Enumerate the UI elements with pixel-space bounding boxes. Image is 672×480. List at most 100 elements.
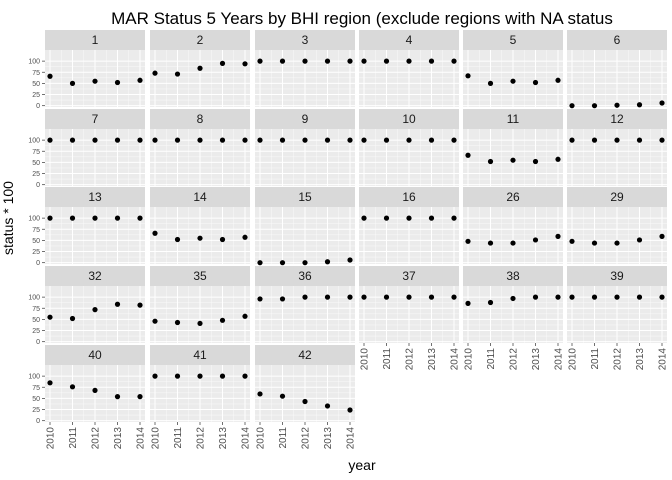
data-point <box>47 215 53 221</box>
data-point <box>197 235 203 241</box>
y-tick-label: 0 <box>36 339 40 346</box>
data-point <box>428 294 435 300</box>
data-point <box>257 260 263 266</box>
y-tick-label: 50 <box>32 317 40 324</box>
data-point <box>347 294 353 300</box>
facet-panel: 39 2010 2011 2012 2013 2014 <box>567 266 669 370</box>
facet-panel: 13 0 25 50 75 100 <box>28 187 145 267</box>
facet-label: 3 <box>302 33 309 47</box>
data-point <box>361 294 367 300</box>
data-point <box>197 320 203 327</box>
y-tick-label: 75 <box>32 70 40 77</box>
facet-panel: 42 2010 2011 2012 2013 2014 <box>255 345 357 449</box>
data-point <box>69 215 76 221</box>
y-tick-label: 25 <box>32 92 40 99</box>
facet-strip <box>463 109 563 129</box>
facet-strip <box>359 266 459 286</box>
x-axis-title: year <box>348 457 376 473</box>
x-tick-label: 2010 <box>46 427 57 450</box>
facet-label: 29 <box>610 190 624 204</box>
facet-panel: 10 <box>359 109 459 186</box>
facet-strip <box>567 109 667 129</box>
data-point <box>383 294 390 300</box>
facet-strip <box>45 187 145 207</box>
x-tick-label: 2012 <box>301 427 312 450</box>
data-point <box>219 60 226 66</box>
data-point <box>257 137 263 143</box>
y-tick-label: 0 <box>36 418 40 425</box>
data-point <box>219 137 226 143</box>
facet-label: 36 <box>298 269 312 283</box>
data-point <box>92 215 98 221</box>
facet-label: 42 <box>298 348 312 362</box>
x-tick-label: 2014 <box>136 427 147 450</box>
facet-strip <box>567 266 667 286</box>
data-point <box>69 80 76 86</box>
data-point <box>636 102 643 108</box>
data-point <box>174 71 181 77</box>
data-point <box>324 294 331 300</box>
data-point <box>302 260 308 266</box>
facet-strip <box>45 345 145 365</box>
data-point <box>569 238 575 244</box>
x-tick-label: 2012 <box>91 427 102 450</box>
y-tick-label: 100 <box>28 216 40 223</box>
facet-label: 12 <box>610 112 624 126</box>
data-point <box>114 301 121 307</box>
data-point <box>510 78 516 84</box>
data-point <box>242 373 248 379</box>
facet-panel: 7 0 25 50 75 100 <box>28 109 145 189</box>
data-point <box>114 215 121 221</box>
y-tick-label: 75 <box>32 306 40 313</box>
x-tick-label: 2011 <box>173 427 184 449</box>
data-point <box>636 237 643 243</box>
x-tick-label: 2014 <box>450 348 461 371</box>
data-point <box>614 294 620 300</box>
facet-panel: 36 <box>255 266 355 343</box>
data-point <box>257 296 263 302</box>
facet-strip <box>255 30 355 50</box>
x-tick-label: 2010 <box>151 427 162 450</box>
data-point <box>174 236 181 243</box>
facet-panel: 5 <box>463 30 563 107</box>
facet-label: 16 <box>402 190 416 204</box>
data-point <box>242 61 248 67</box>
facet-panel: 15 <box>255 187 355 266</box>
x-tick-label: 2011 <box>486 348 497 370</box>
data-point <box>406 215 412 221</box>
data-point <box>279 137 286 143</box>
x-tick-label: 2010 <box>568 348 579 371</box>
facet-label: 38 <box>506 269 520 283</box>
x-tick-label: 2010 <box>464 348 475 371</box>
data-point <box>114 394 121 400</box>
facet-label: 11 <box>507 112 520 126</box>
y-tick-label: 100 <box>28 138 40 145</box>
data-point <box>555 156 561 162</box>
facet-strip <box>567 30 667 50</box>
facet-label: 41 <box>193 348 207 362</box>
facet-label: 10 <box>402 112 416 126</box>
data-point <box>659 100 665 106</box>
facet-strip <box>45 30 145 50</box>
facet-label: 15 <box>298 190 312 204</box>
data-point <box>406 294 412 300</box>
x-tick-label: 2011 <box>278 427 289 449</box>
y-axis-title: status * 100 <box>0 181 16 255</box>
data-point <box>324 58 331 64</box>
data-point <box>532 237 539 243</box>
data-point <box>47 380 53 386</box>
data-point <box>197 65 203 71</box>
data-point <box>242 137 248 143</box>
facet-strip <box>45 266 145 286</box>
data-point <box>659 294 665 300</box>
data-point <box>347 407 353 413</box>
data-point <box>219 373 226 379</box>
y-tick-label: 25 <box>32 171 40 178</box>
data-point <box>302 398 308 405</box>
data-point <box>47 314 53 320</box>
data-point <box>361 137 367 143</box>
data-point <box>242 313 248 319</box>
facet-strip <box>150 109 250 129</box>
data-point <box>614 137 620 143</box>
